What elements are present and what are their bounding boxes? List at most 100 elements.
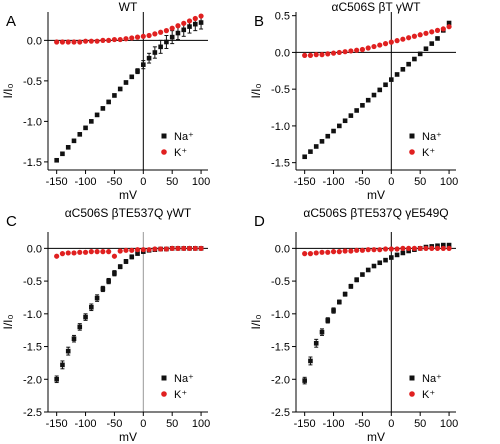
data-point-na [117,86,123,92]
y-tick-label: -1.0 [23,116,42,128]
data-point-na [129,254,135,260]
data-point-k [134,247,141,253]
data-point-na [112,93,117,98]
data-point-k [446,24,452,30]
x-tick-label: -50 [354,418,370,430]
data-point-k [382,246,389,252]
data-point-k [163,28,170,34]
data-point-na [94,112,100,118]
legend-marker-k [409,149,415,155]
x-tick-label: -50 [106,176,122,188]
data-point-na [337,123,342,129]
y-tick-label: -1.5 [271,158,290,170]
data-point-k [94,249,100,255]
data-point-k [129,35,135,41]
data-point-k [71,39,77,45]
data-point-k [394,38,400,44]
y-axis-label: I/I₀ [1,83,15,98]
data-point-k [429,245,435,251]
data-point-k [140,33,146,39]
data-point-na [400,67,406,72]
legend-label-na: Na⁺ [174,131,194,143]
data-point-k [336,49,342,56]
data-point-k [100,249,106,255]
data-point-k [117,36,123,43]
data-point-k [429,29,435,35]
data-point-k [65,250,71,256]
data-point-na [54,376,59,382]
data-point-na [60,151,65,157]
y-axis-label: I/I₀ [1,314,15,329]
data-point-na [313,144,319,149]
data-point-k [400,245,406,251]
data-point-na [406,61,411,67]
legend-marker-na [161,375,167,381]
y-tick-label: -2.5 [271,407,290,419]
data-point-na [198,20,204,25]
data-point-k [77,39,83,45]
y-tick-label: -2.5 [23,407,42,419]
data-point-k [198,13,204,19]
data-point-na [365,267,371,273]
data-point-k [411,245,418,251]
series-k [302,245,452,257]
data-point-k [319,249,325,255]
data-point-k [354,247,360,253]
data-point-na [169,34,175,40]
data-point-k [111,253,118,259]
y-tick-label: -0.5 [23,276,42,288]
data-point-k [123,247,129,253]
data-point-na [435,36,440,41]
data-point-na [423,46,429,52]
series-k [54,245,204,259]
x-tick-label: -100 [323,418,345,430]
legend-marker-na [409,375,415,381]
series-k [302,24,452,58]
y-tick-label: 0.5 [275,11,290,23]
data-point-k [175,23,181,29]
data-point-na [348,284,354,289]
legend: Na⁺ K⁺ [409,373,442,401]
data-point-k [365,45,371,51]
data-point-na [83,125,88,131]
data-point-k [152,246,158,252]
data-point-k [342,49,348,55]
data-point-na [429,41,435,46]
legend-label-k: K⁺ [174,389,187,401]
data-point-k [440,245,446,251]
data-point-k [59,39,66,45]
data-point-k [158,29,164,35]
data-point-na [71,138,77,144]
data-point-k [88,38,94,44]
data-point-na [146,55,152,61]
data-point-na [383,257,388,263]
x-tick-label: 100 [192,176,210,188]
data-point-na [175,30,181,36]
data-point-k [423,30,429,36]
x-tick-label: 50 [414,176,426,188]
data-point-na [389,255,394,260]
data-point-na [308,149,313,154]
legend-marker-na [161,133,167,139]
x-tick-label: 0 [388,176,394,188]
series-na [302,20,452,160]
data-point-k [342,248,348,254]
data-point-k [359,46,366,53]
data-point-k [417,32,423,38]
data-point-na [141,62,146,67]
data-point-na [192,21,198,27]
data-point-k [302,52,308,58]
data-point-k [434,245,441,251]
data-point-k [181,245,187,251]
data-point-k [152,31,158,37]
x-tick-label: 0 [140,418,146,430]
legend-marker-k [409,391,415,397]
x-tick-label: -50 [106,418,122,430]
legend: Na⁺ K⁺ [409,131,442,159]
data-point-na [371,263,377,269]
x-axis-label: mV [367,430,385,444]
data-point-na [89,119,94,124]
data-point-k [175,245,181,251]
data-point-na [106,99,111,105]
